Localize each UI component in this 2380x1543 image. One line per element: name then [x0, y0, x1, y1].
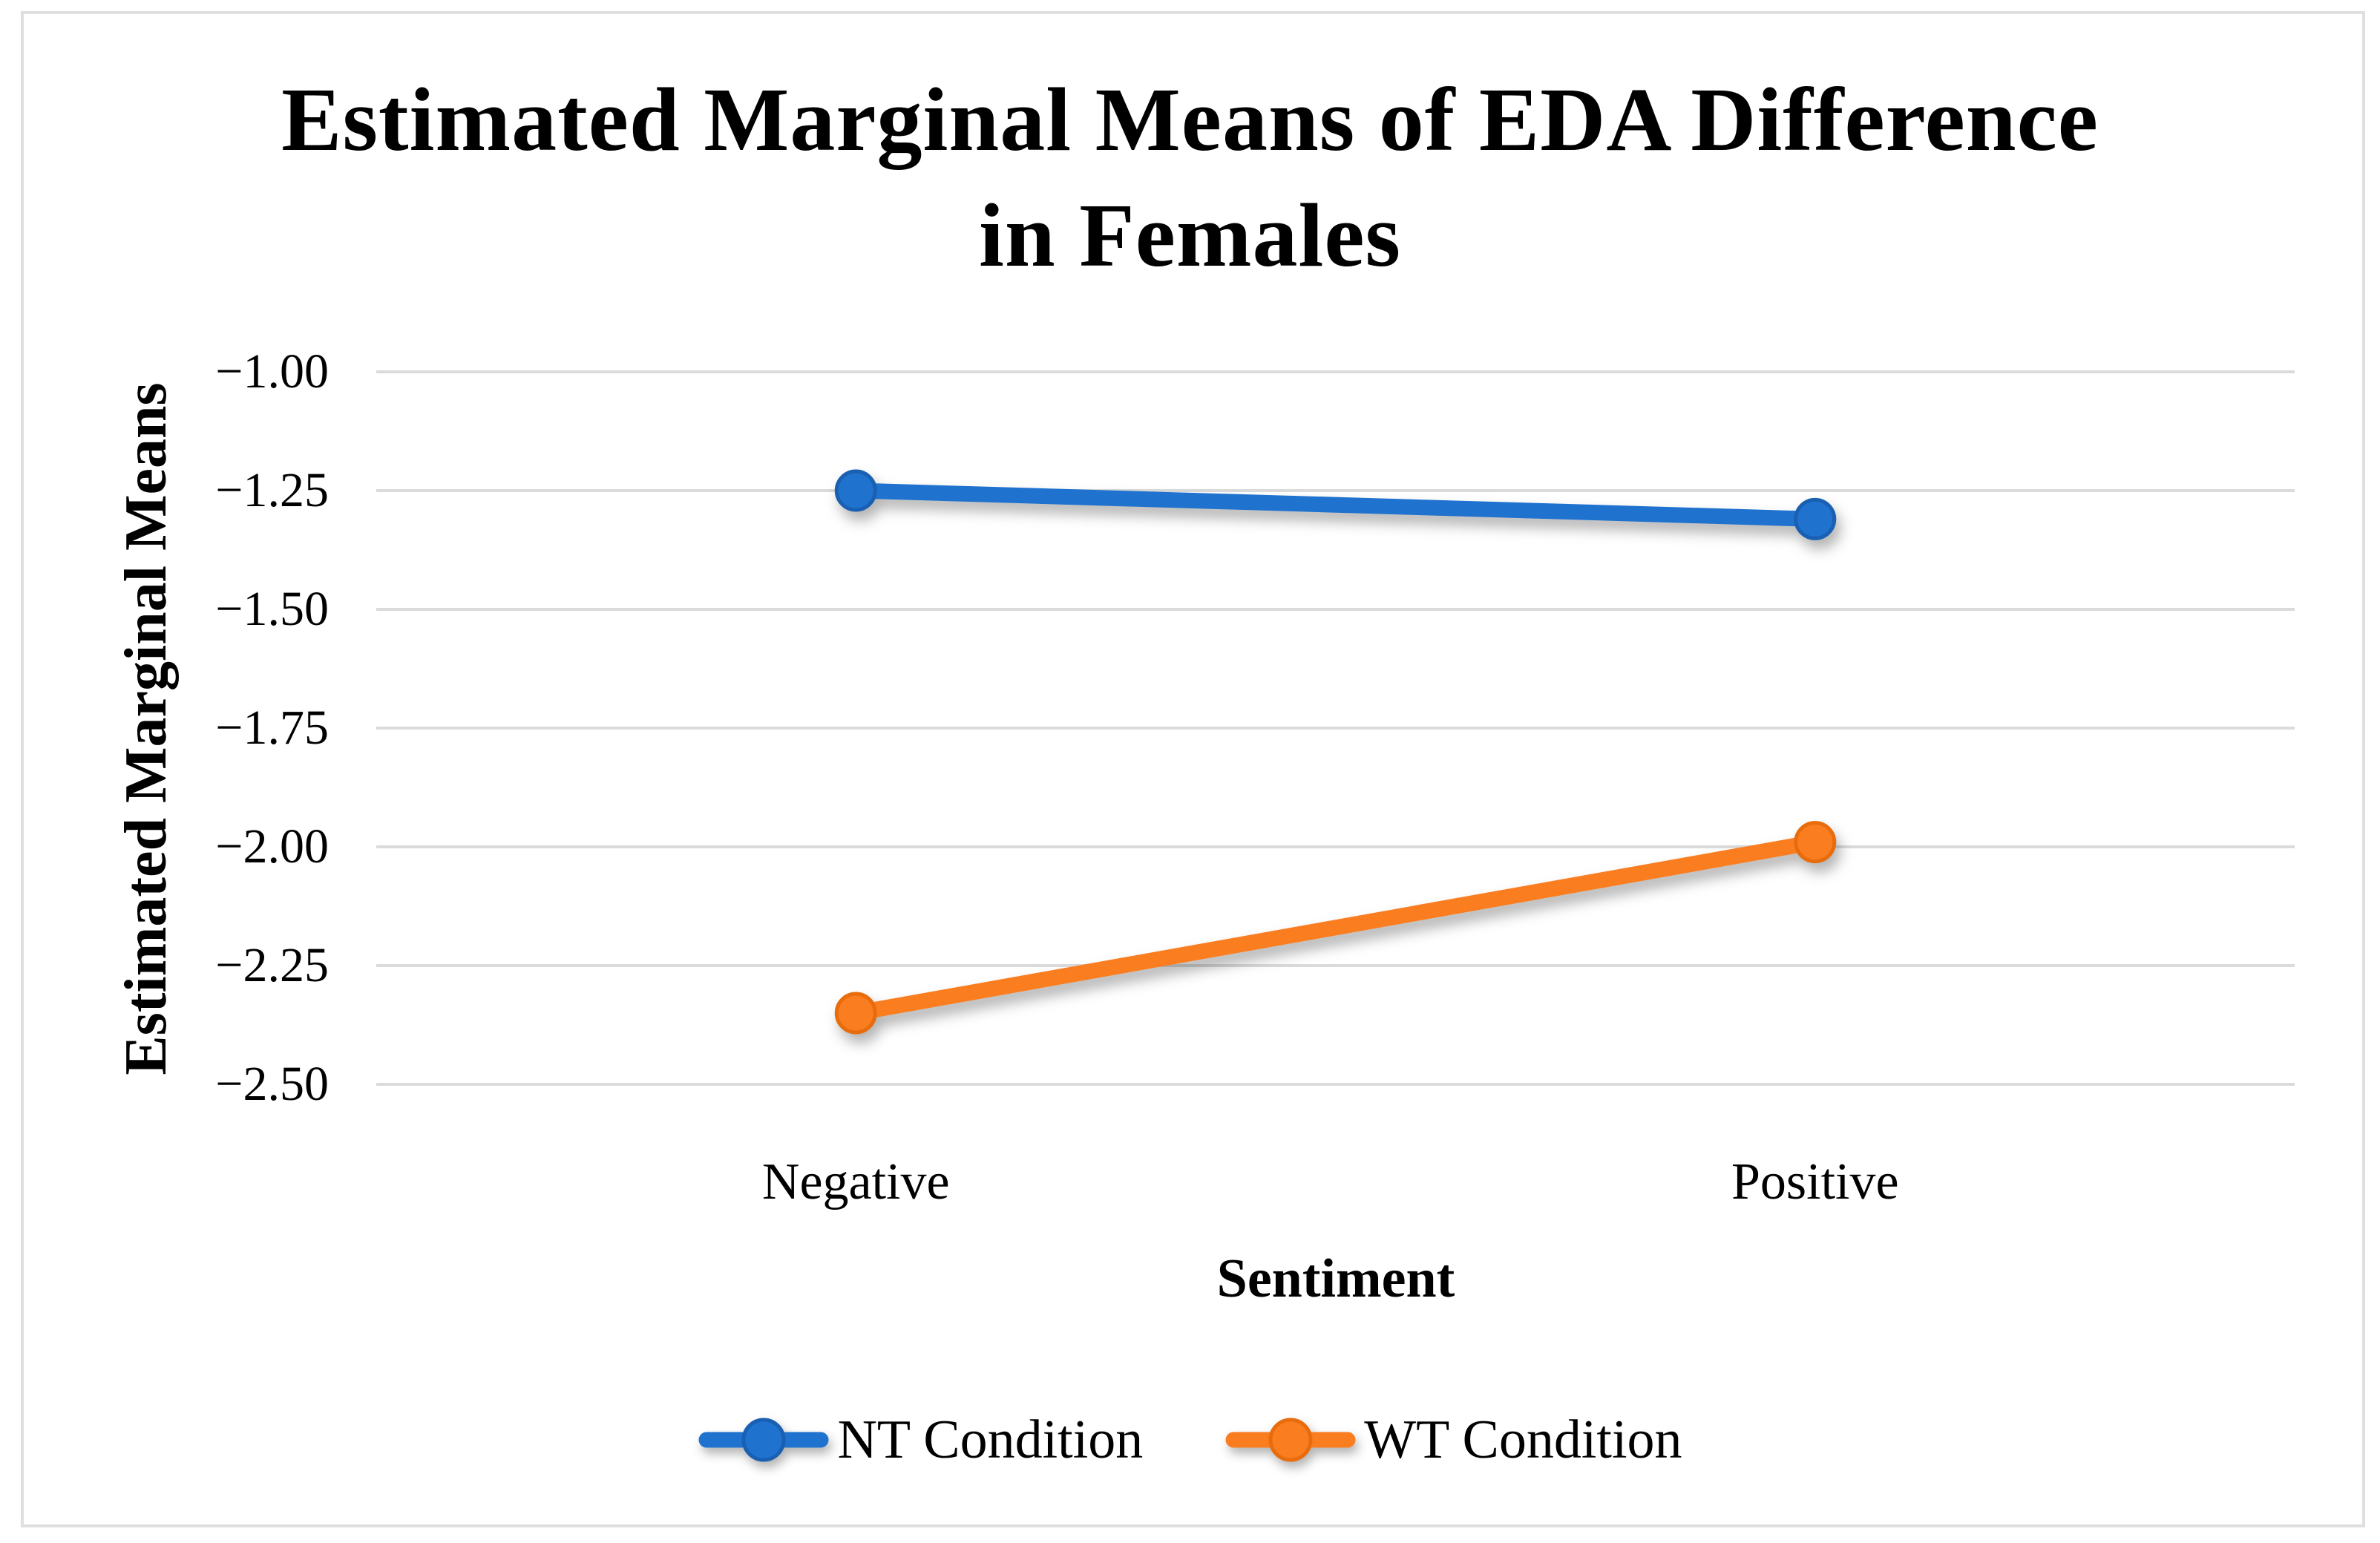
- y-tick-label: −1.25: [215, 463, 329, 517]
- wt-condition-line-marker-icon: [1225, 1418, 1356, 1462]
- data-point-marker: [834, 992, 877, 1035]
- x-category-label: Negative: [761, 1153, 950, 1211]
- data-point-marker: [1794, 497, 1837, 540]
- x-axis-title: Sentiment: [1216, 1248, 1455, 1309]
- legend-item-wt-condition: WT Condition: [1225, 1403, 1682, 1477]
- chart-title: Estimated Marginal Means of EDA Differen…: [0, 62, 2380, 294]
- legend: NT Condition WT Condition: [0, 1395, 2380, 1484]
- y-tick-label: −1.75: [215, 701, 329, 755]
- series-line: [848, 834, 1823, 1021]
- series-wt-condition: [834, 821, 1837, 1035]
- data-point-marker: [1794, 821, 1837, 864]
- legend-item-nt-condition: NT Condition: [698, 1403, 1143, 1477]
- gridlines: [376, 370, 2295, 1086]
- legend-label-wt-condition: WT Condition: [1364, 1409, 1682, 1470]
- series-nt-condition: [834, 469, 1837, 540]
- chart-title-line-1: Estimated Marginal Means of EDA Differen…: [281, 70, 2099, 170]
- y-tick-label: −2.25: [215, 938, 329, 992]
- legend-marker: [741, 1418, 786, 1462]
- legend-marker: [1268, 1418, 1313, 1462]
- x-category-label: Positive: [1731, 1153, 1899, 1211]
- nt-condition-line-marker-icon: [698, 1418, 829, 1462]
- y-tick-label: −1.00: [215, 344, 329, 399]
- series-line: [848, 482, 1823, 527]
- y-tick-label: −2.50: [215, 1057, 329, 1111]
- data-point-marker: [834, 469, 877, 512]
- chart-title-line-2: in Females: [978, 186, 1402, 286]
- y-tick-label: −2.00: [215, 819, 329, 874]
- legend-label-nt-condition: NT Condition: [837, 1409, 1144, 1470]
- y-tick-label: −1.50: [215, 582, 329, 636]
